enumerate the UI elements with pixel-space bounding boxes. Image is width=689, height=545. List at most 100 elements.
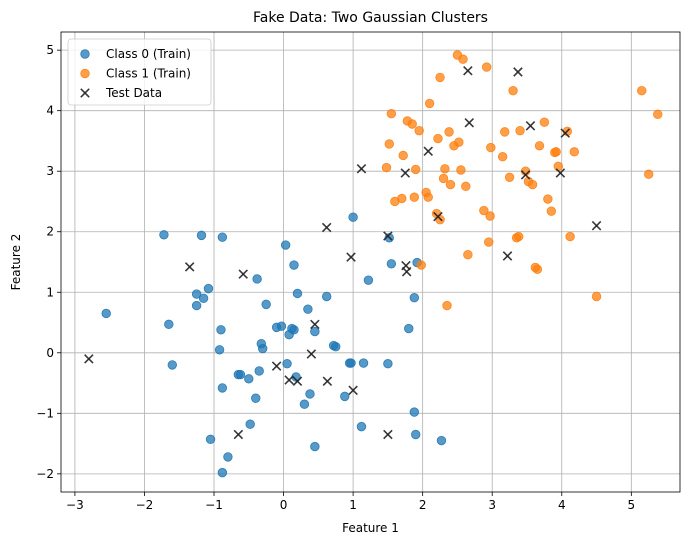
train-point (289, 325, 299, 335)
axis-ticks: −3 −2 −1 0 1 2 3 4 5 −2 −1 0 1 2 3 4 5 (36, 43, 635, 512)
train-point (198, 293, 209, 304)
train-point (101, 308, 111, 319)
x-tick-label: 0 (280, 498, 288, 512)
train-point (532, 264, 543, 274)
train-point (409, 192, 420, 202)
train-point (438, 173, 449, 184)
train-point (305, 389, 315, 399)
train-point (433, 133, 443, 144)
train-point (546, 206, 557, 216)
train-point (435, 72, 445, 83)
train-point (191, 300, 202, 311)
train-point (289, 260, 299, 270)
train-point (551, 147, 561, 157)
train-point (299, 399, 310, 409)
train-point (463, 250, 473, 260)
train-point (244, 374, 254, 384)
train-point (591, 291, 602, 302)
train-point (539, 117, 550, 127)
test-point (321, 222, 332, 233)
train-point (235, 369, 246, 380)
x-tick-label: −2 (136, 498, 154, 512)
train-point (292, 288, 303, 299)
train-point (384, 139, 394, 149)
train-point (504, 172, 515, 182)
train-point (411, 429, 421, 440)
train-point (340, 391, 350, 402)
test-point (433, 211, 443, 222)
train-point (424, 98, 435, 109)
train-point (167, 360, 177, 370)
test-point (310, 319, 320, 330)
train-point (404, 323, 414, 334)
test-point (383, 231, 393, 241)
test-point (401, 266, 412, 277)
x-tick-label: 1 (349, 498, 357, 512)
train-point (256, 339, 267, 349)
test-point (306, 349, 317, 359)
train-point (508, 86, 518, 96)
legend-label: Class 1 (Train) (106, 67, 191, 81)
train-point (303, 304, 313, 314)
train-point (513, 231, 524, 242)
train-point (159, 230, 169, 240)
train-point (280, 240, 291, 250)
train-point (386, 109, 397, 119)
y-axis-label: Feature 2 (9, 234, 23, 291)
train-point (497, 151, 508, 162)
train-point (407, 119, 417, 129)
train-point (356, 421, 367, 432)
plot-area-frame (60, 31, 681, 493)
train-point (527, 179, 538, 190)
x-tick-label: −1 (205, 498, 223, 512)
train-point (276, 321, 287, 331)
train-point (245, 419, 255, 429)
y-tick-label: 2 (46, 225, 54, 239)
y-tick-label: 1 (46, 285, 54, 299)
test-point (423, 146, 433, 157)
legend-label: Class 0 (Train) (106, 47, 191, 61)
train-point (358, 358, 369, 368)
train-point (409, 407, 420, 417)
test-point (271, 361, 282, 371)
train-point (458, 54, 468, 64)
train-point (436, 435, 447, 446)
train-point (164, 319, 174, 330)
train-point (461, 181, 471, 192)
train-point (346, 358, 356, 368)
test-point (292, 376, 303, 387)
train-point (637, 86, 647, 96)
train-point (500, 127, 510, 137)
train-point (411, 164, 421, 175)
train-point (397, 193, 407, 204)
train-point (484, 237, 494, 247)
train-point (191, 289, 202, 299)
train-point (217, 383, 228, 393)
train-point (409, 293, 420, 303)
x-tick-label: 2 (419, 498, 427, 512)
train-point (214, 345, 225, 355)
train-point (481, 62, 492, 72)
x-tick-label: 4 (558, 498, 566, 512)
train-point (216, 325, 226, 335)
train-point (254, 366, 264, 376)
train-point (205, 434, 216, 445)
test-point (284, 375, 294, 385)
test-point (233, 429, 244, 440)
train-point (454, 137, 464, 147)
train-point (486, 142, 496, 153)
test-point (356, 164, 367, 174)
train-point (440, 164, 450, 174)
train-point (383, 358, 393, 369)
test-point (322, 376, 333, 387)
test-point (346, 252, 356, 262)
test-point (591, 220, 602, 231)
train-point (416, 260, 426, 270)
train-point (553, 161, 563, 172)
train-point (442, 300, 452, 311)
x-axis-label: Feature 1 (342, 521, 399, 535)
train-point (653, 109, 663, 120)
x-tick-label: 5 (627, 498, 635, 512)
legend-marker (80, 49, 90, 59)
legend-marker (80, 88, 90, 98)
